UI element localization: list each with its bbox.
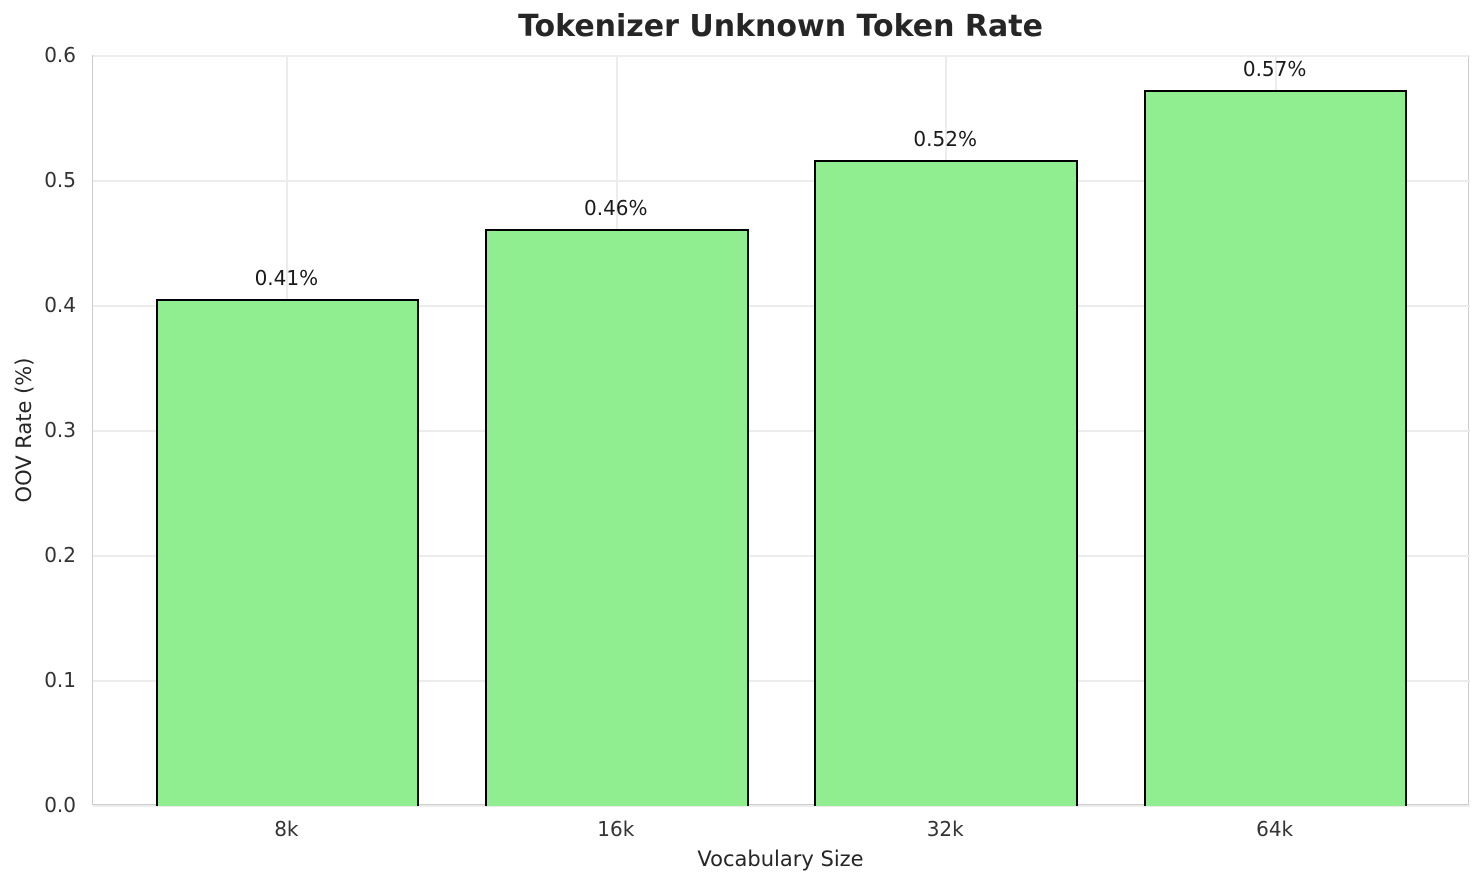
x-tick-label: 64k bbox=[1256, 817, 1294, 841]
y-tick-label: 0.2 bbox=[44, 543, 76, 567]
bar-32k bbox=[814, 159, 1078, 806]
gridline-horizontal bbox=[93, 430, 1470, 432]
gridline-horizontal bbox=[93, 180, 1470, 182]
y-tick-label: 0.3 bbox=[44, 418, 76, 442]
bar-value-label: 0.57% bbox=[1242, 56, 1307, 81]
gridline-horizontal bbox=[93, 805, 1470, 807]
y-tick-label: 0.4 bbox=[44, 293, 76, 317]
gridline-horizontal bbox=[93, 305, 1470, 307]
y-axis-label: OOV Rate (%) bbox=[12, 357, 36, 503]
bar-value-label: 0.52% bbox=[913, 126, 977, 151]
y-tick-label: 0.0 bbox=[44, 793, 76, 817]
chart-title: Tokenizer Unknown Token Rate bbox=[518, 9, 1043, 44]
x-axis-label: Vocabulary Size bbox=[697, 847, 864, 871]
x-tick-label: 8k bbox=[274, 817, 299, 841]
y-tick-label: 0.6 bbox=[44, 43, 76, 67]
gridline-horizontal bbox=[93, 555, 1470, 557]
bar-value-label: 0.41% bbox=[254, 265, 319, 290]
x-tick-label: 16k bbox=[597, 817, 635, 841]
x-tick-label: 32k bbox=[926, 817, 964, 841]
bar-64k bbox=[1143, 89, 1408, 806]
bar-8k bbox=[155, 298, 420, 806]
plot-area bbox=[92, 55, 1470, 807]
y-tick-label: 0.1 bbox=[44, 668, 76, 692]
bar-value-label: 0.46% bbox=[584, 195, 648, 220]
gridline-horizontal bbox=[93, 55, 1470, 57]
gridline-horizontal bbox=[93, 680, 1470, 682]
bar-16k bbox=[485, 228, 749, 806]
y-tick-label: 0.5 bbox=[44, 168, 76, 192]
